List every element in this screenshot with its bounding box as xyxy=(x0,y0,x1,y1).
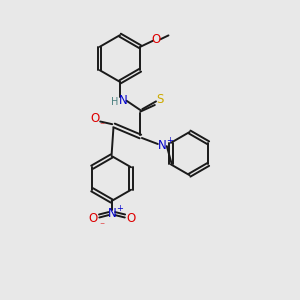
Text: S: S xyxy=(156,93,163,106)
Text: ⁻: ⁻ xyxy=(99,221,104,231)
Text: O: O xyxy=(89,212,98,225)
Text: +: + xyxy=(167,136,173,145)
Text: ⁻: ⁻ xyxy=(99,121,105,131)
Text: N: N xyxy=(108,207,117,220)
Text: N: N xyxy=(158,139,167,152)
Text: O: O xyxy=(126,212,135,225)
Text: +: + xyxy=(116,204,122,213)
Text: H: H xyxy=(111,97,118,107)
Text: N: N xyxy=(118,94,127,107)
Text: O: O xyxy=(90,112,99,125)
Text: O: O xyxy=(152,33,161,46)
